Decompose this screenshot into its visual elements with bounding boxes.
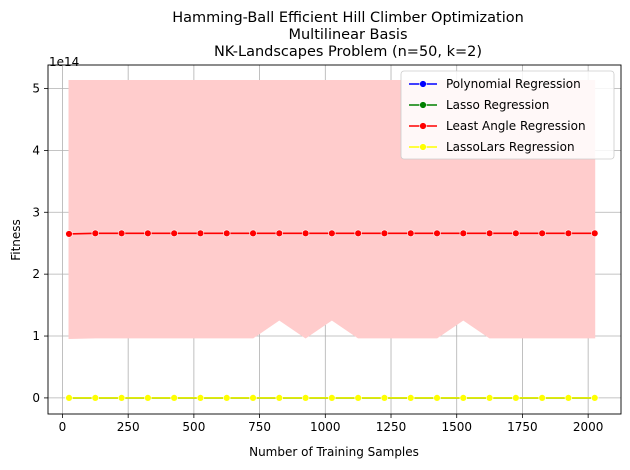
series-3-point-9	[301, 394, 310, 402]
series-3-point-8	[275, 394, 284, 402]
series-2-point-12	[380, 229, 389, 238]
chart-title-line-3: NK-Landscapes Problem (n=50, k=2)	[214, 44, 482, 60]
y-tick-label-2: 2	[32, 267, 40, 281]
series-3-point-15	[459, 394, 467, 402]
series-3-point-6	[223, 394, 231, 402]
series-2	[65, 229, 599, 238]
series-3-point-17	[512, 394, 520, 402]
y-axis-ticks: 0 1 2 3 4 5	[32, 82, 48, 405]
legend: Polynomial Regression Lasso Regression Lea…	[400, 70, 615, 160]
series-2-point-9	[301, 229, 310, 238]
series-3-point-18	[538, 394, 546, 402]
series-3-point-7	[249, 394, 257, 402]
x-tick-label-7: 1750	[507, 420, 538, 434]
chart-title-line-1: Hamming-Ball Efficient Hill Climber Opti…	[172, 10, 524, 26]
x-tick-label-3: 750	[248, 420, 271, 434]
series-3	[65, 394, 599, 402]
x-tick-label-1: 250	[117, 420, 140, 434]
legend-item-2: Least Angle Regression	[409, 119, 586, 133]
series-2-point-14	[433, 229, 441, 238]
series-2-point-17	[512, 229, 520, 238]
series-2-point-19	[564, 229, 573, 238]
y-tick-label-0: 0	[32, 391, 40, 405]
legend-item-1: Lasso Regression	[409, 98, 549, 112]
legend-item-0: Polynomial Regression	[409, 77, 581, 91]
series-2-point-13	[407, 229, 415, 238]
y-tick-label-3: 3	[32, 205, 40, 219]
series-3-point-20	[591, 394, 599, 402]
x-tick-label-0: 0	[59, 420, 67, 434]
series-3-point-12	[380, 394, 389, 402]
series-3-point-11	[354, 394, 362, 402]
plot-frame	[47, 64, 622, 415]
legend-box	[400, 70, 615, 160]
series-3-point-1	[91, 394, 100, 402]
legend-label-2: Least Angle Regression	[446, 119, 586, 133]
series-3-point-2	[117, 394, 126, 402]
y-tick-label-1: 1	[32, 329, 40, 343]
series-2-point-5	[196, 229, 205, 238]
series-2-point-16	[485, 229, 494, 238]
legend-item-3: LassoLars Regression	[409, 140, 575, 154]
series-3-point-13	[407, 394, 415, 402]
series-3-point-3	[144, 394, 152, 402]
x-tick-label-5: 1250	[376, 420, 407, 434]
legend-label-0: Polynomial Regression	[446, 77, 581, 91]
series-2-point-0	[65, 230, 73, 238]
legend-swatch-marker-0	[419, 80, 427, 88]
y-tick-label-4: 4	[32, 143, 40, 157]
series-2-point-15	[459, 229, 467, 238]
series-2-point-11	[354, 229, 362, 238]
series-lines	[65, 229, 599, 402]
series-2-point-18	[538, 229, 546, 238]
series-2-point-6	[223, 229, 231, 238]
series-3-point-16	[485, 394, 494, 402]
series-2-point-2	[117, 229, 126, 238]
legend-label-1: Lasso Regression	[446, 98, 549, 112]
legend-swatch-marker-3	[419, 143, 427, 151]
legend-swatch-marker-1	[419, 101, 427, 109]
x-tick-label-6: 1500	[441, 420, 472, 434]
series-2-point-10	[328, 229, 336, 238]
series-3-point-10	[328, 394, 336, 402]
x-tick-label-2: 500	[182, 420, 205, 434]
series-2-point-4	[170, 229, 178, 238]
x-axis-label: Number of Training Samples	[249, 445, 419, 459]
series-2-point-3	[144, 229, 152, 238]
series-3-point-5	[196, 394, 205, 402]
series-2-point-20	[591, 229, 599, 238]
chart-title-line-2: Multilinear Basis	[288, 27, 407, 43]
series-3-point-14	[433, 394, 441, 402]
legend-label-3: LassoLars Regression	[446, 140, 575, 154]
series-3-point-19	[564, 394, 573, 402]
x-tick-label-4: 1000	[310, 420, 341, 434]
series-2-point-1	[91, 229, 100, 238]
x-tick-label-8: 2000	[573, 420, 604, 434]
y-axis-label: Fitness	[9, 219, 23, 261]
y-tick-label-5: 5	[32, 82, 40, 96]
series-2-point-7	[249, 229, 257, 238]
x-axis-ticks: 0 250 500 750 1000 1250 1500 1750 2000	[59, 414, 604, 434]
legend-swatch-marker-2	[419, 122, 427, 130]
series-2-point-8	[275, 229, 284, 238]
series-3-point-4	[170, 394, 178, 402]
series-3-point-0	[65, 394, 73, 402]
y-axis-offset-label: 1e14	[49, 55, 79, 69]
